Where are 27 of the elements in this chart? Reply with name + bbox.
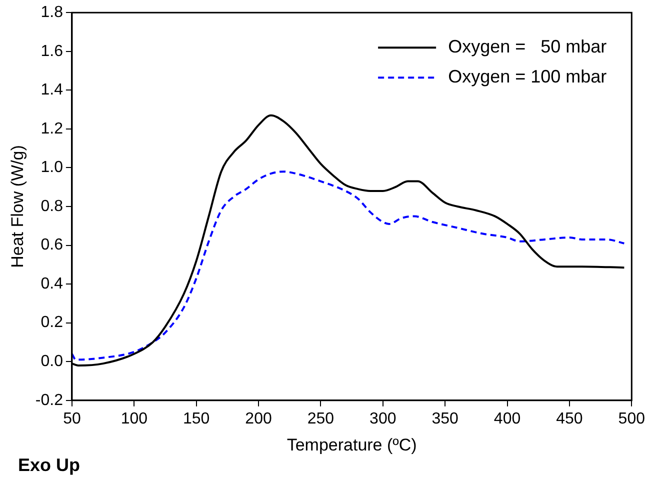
x-axis-title: Temperature (ºC): [286, 435, 417, 454]
x-tick-label: 150: [182, 410, 210, 428]
x-tick-label: 100: [120, 410, 148, 428]
x-tick-label: 250: [307, 410, 334, 428]
x-tick-label: 500: [618, 410, 646, 428]
y-tick-label: 1.8: [40, 4, 64, 22]
y-tick-label: 0.6: [40, 236, 64, 254]
y-tick-label: 0.2: [40, 314, 64, 332]
y-tick-label: 1.6: [40, 42, 64, 60]
y-tick-label: 0.4: [40, 275, 64, 292]
y-tick-label: 0.0: [40, 353, 64, 370]
x-tick-label: 200: [245, 410, 272, 428]
legend-label: Oxygen = 50 mbar: [448, 36, 607, 57]
y-axis-title: Heat Flow (W/g): [8, 145, 27, 268]
y-tick-label: 1.4: [40, 82, 64, 99]
legend-label: Oxygen = 100 mbar: [448, 66, 607, 87]
x-tick-label: 400: [494, 410, 521, 428]
y-tick-label: 0.8: [40, 198, 64, 215]
x-tick-label: 50: [63, 410, 81, 428]
line-series: [72, 170, 626, 361]
y-tick-label: -0.2: [35, 392, 64, 409]
x-tick-label: 300: [370, 410, 396, 428]
text: Exo Up: [18, 454, 80, 475]
x-tick-label: 450: [556, 410, 583, 428]
y-tick-label: 1.0: [40, 159, 64, 176]
x-tick-label: 350: [432, 410, 459, 428]
y-tick-label: 1.2: [40, 120, 64, 138]
